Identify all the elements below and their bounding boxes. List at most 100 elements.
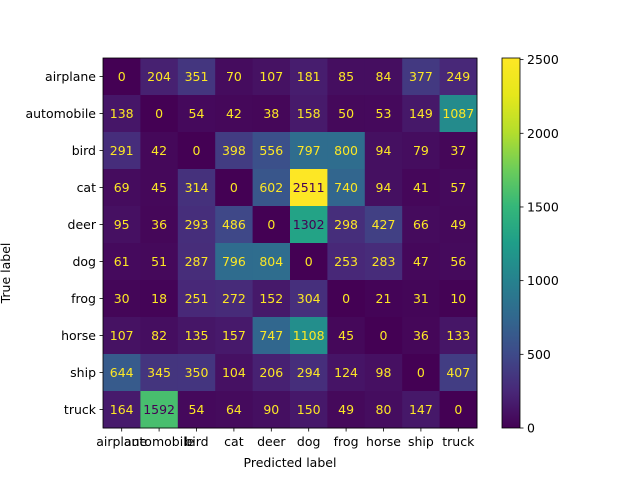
heatmap-cell xyxy=(327,58,366,96)
heatmap-cell xyxy=(140,58,179,96)
cell-value-label: 149 xyxy=(409,106,433,121)
x-tick-label: dog xyxy=(297,434,321,449)
heatmap-cell xyxy=(215,95,254,133)
cell-value-label: 293 xyxy=(185,217,209,232)
cell-value-label: 377 xyxy=(409,69,433,84)
cell-value-label: 47 xyxy=(413,254,429,269)
cell-value-label: 138 xyxy=(110,106,134,121)
heatmap-cell xyxy=(140,132,179,170)
heatmap-cell xyxy=(439,132,478,170)
x-tick-label: airplane xyxy=(96,434,147,449)
cell-value-label: 249 xyxy=(446,69,470,84)
x-tick-label: ship xyxy=(408,434,434,449)
cell-value-label: 304 xyxy=(297,291,321,306)
heatmap-cell xyxy=(103,169,141,207)
heatmap-cell xyxy=(364,58,403,96)
cell-value-label: 164 xyxy=(110,402,134,417)
heatmap-cell xyxy=(364,280,403,318)
cell-value-label: 80 xyxy=(376,402,392,417)
heatmap-cell xyxy=(402,391,441,429)
cell-value-label: 82 xyxy=(151,328,167,343)
colorbar-tick-label: 1500 xyxy=(527,199,559,214)
cell-value-label: 41 xyxy=(413,180,429,195)
cell-value-label: 45 xyxy=(151,180,167,195)
cell-value-label: 0 xyxy=(230,180,238,195)
cell-value-label: 157 xyxy=(222,328,246,343)
heatmap-cell xyxy=(215,132,254,170)
heatmap-cell xyxy=(439,206,478,244)
cell-value-label: 350 xyxy=(185,365,209,380)
heatmap-cell xyxy=(103,132,141,170)
heatmap-cell xyxy=(140,206,179,244)
heatmap-cell xyxy=(103,391,141,429)
heatmap-cell xyxy=(364,206,403,244)
cell-value-label: 95 xyxy=(114,217,130,232)
heatmap-cell xyxy=(402,317,441,355)
heatmap-cell xyxy=(439,280,478,318)
cell-value-label: 94 xyxy=(376,143,392,158)
cell-value-label: 0 xyxy=(118,69,126,84)
heatmap-cell xyxy=(439,169,478,207)
colorbar xyxy=(501,57,521,429)
heatmap-cell xyxy=(327,317,366,355)
heatmap-cell xyxy=(177,58,216,96)
heatmap-cell xyxy=(364,95,403,133)
cell-value-label: 602 xyxy=(259,180,283,195)
heatmap-cell xyxy=(252,391,291,429)
cell-value-label: 10 xyxy=(450,291,466,306)
cell-value-label: 804 xyxy=(259,254,283,269)
heatmap-cell xyxy=(439,354,478,392)
cell-value-label: 54 xyxy=(189,402,205,417)
cell-value-label: 1087 xyxy=(442,106,474,121)
cell-value-label: 345 xyxy=(147,365,171,380)
heatmap-cell xyxy=(140,169,179,207)
heatmap-cell xyxy=(252,317,291,355)
heatmap-cell xyxy=(103,58,141,96)
x-tick-label: frog xyxy=(334,434,359,449)
x-tick-label: truck xyxy=(442,434,475,449)
cell-value-label: 152 xyxy=(259,291,283,306)
cell-value-label: 181 xyxy=(297,69,321,84)
cell-value-label: 0 xyxy=(267,217,275,232)
cell-value-label: 79 xyxy=(413,143,429,158)
heatmap-cell xyxy=(215,206,254,244)
heatmap-cell xyxy=(327,354,366,392)
cell-value-label: 133 xyxy=(446,328,470,343)
heatmap-cell xyxy=(177,317,216,355)
cell-value-label: 85 xyxy=(338,69,354,84)
heatmap-cells xyxy=(103,58,478,429)
heatmap-cell xyxy=(177,169,216,207)
cell-value-label: 283 xyxy=(372,254,396,269)
heatmap-cell xyxy=(252,169,291,207)
heatmap-cell xyxy=(252,95,291,133)
y-tick-label: frog xyxy=(71,291,96,306)
heatmap-cell xyxy=(177,391,216,429)
cell-value-label: 38 xyxy=(263,106,279,121)
heatmap-cell xyxy=(439,243,478,281)
cell-value-label: 69 xyxy=(114,180,130,195)
cell-value-label: 298 xyxy=(334,217,358,232)
heatmap-cell xyxy=(290,243,328,281)
heatmap-cell xyxy=(140,95,179,133)
y-tick-label: horse xyxy=(61,328,96,343)
heatmap-cell xyxy=(215,317,254,355)
heatmap-cell xyxy=(252,243,291,281)
heatmap-cell xyxy=(364,391,403,429)
cell-value-label: 124 xyxy=(334,365,358,380)
cell-value-label: 49 xyxy=(450,217,466,232)
cell-value-label: 147 xyxy=(409,402,433,417)
heatmap-cell xyxy=(290,280,328,318)
heatmap-cell xyxy=(103,206,141,244)
cell-value-label: 1302 xyxy=(293,217,325,232)
cell-value-label: 135 xyxy=(185,328,209,343)
cell-value-label: 740 xyxy=(334,180,358,195)
heatmap-cell xyxy=(140,243,179,281)
heatmap-cell xyxy=(364,317,403,355)
heatmap-cell xyxy=(327,132,366,170)
colorbar-tick-label: 2500 xyxy=(527,52,559,67)
cell-value-label: 98 xyxy=(376,365,392,380)
y-tick-label: dog xyxy=(72,254,96,269)
cell-value-label: 206 xyxy=(259,365,283,380)
cell-value-label: 407 xyxy=(446,365,470,380)
